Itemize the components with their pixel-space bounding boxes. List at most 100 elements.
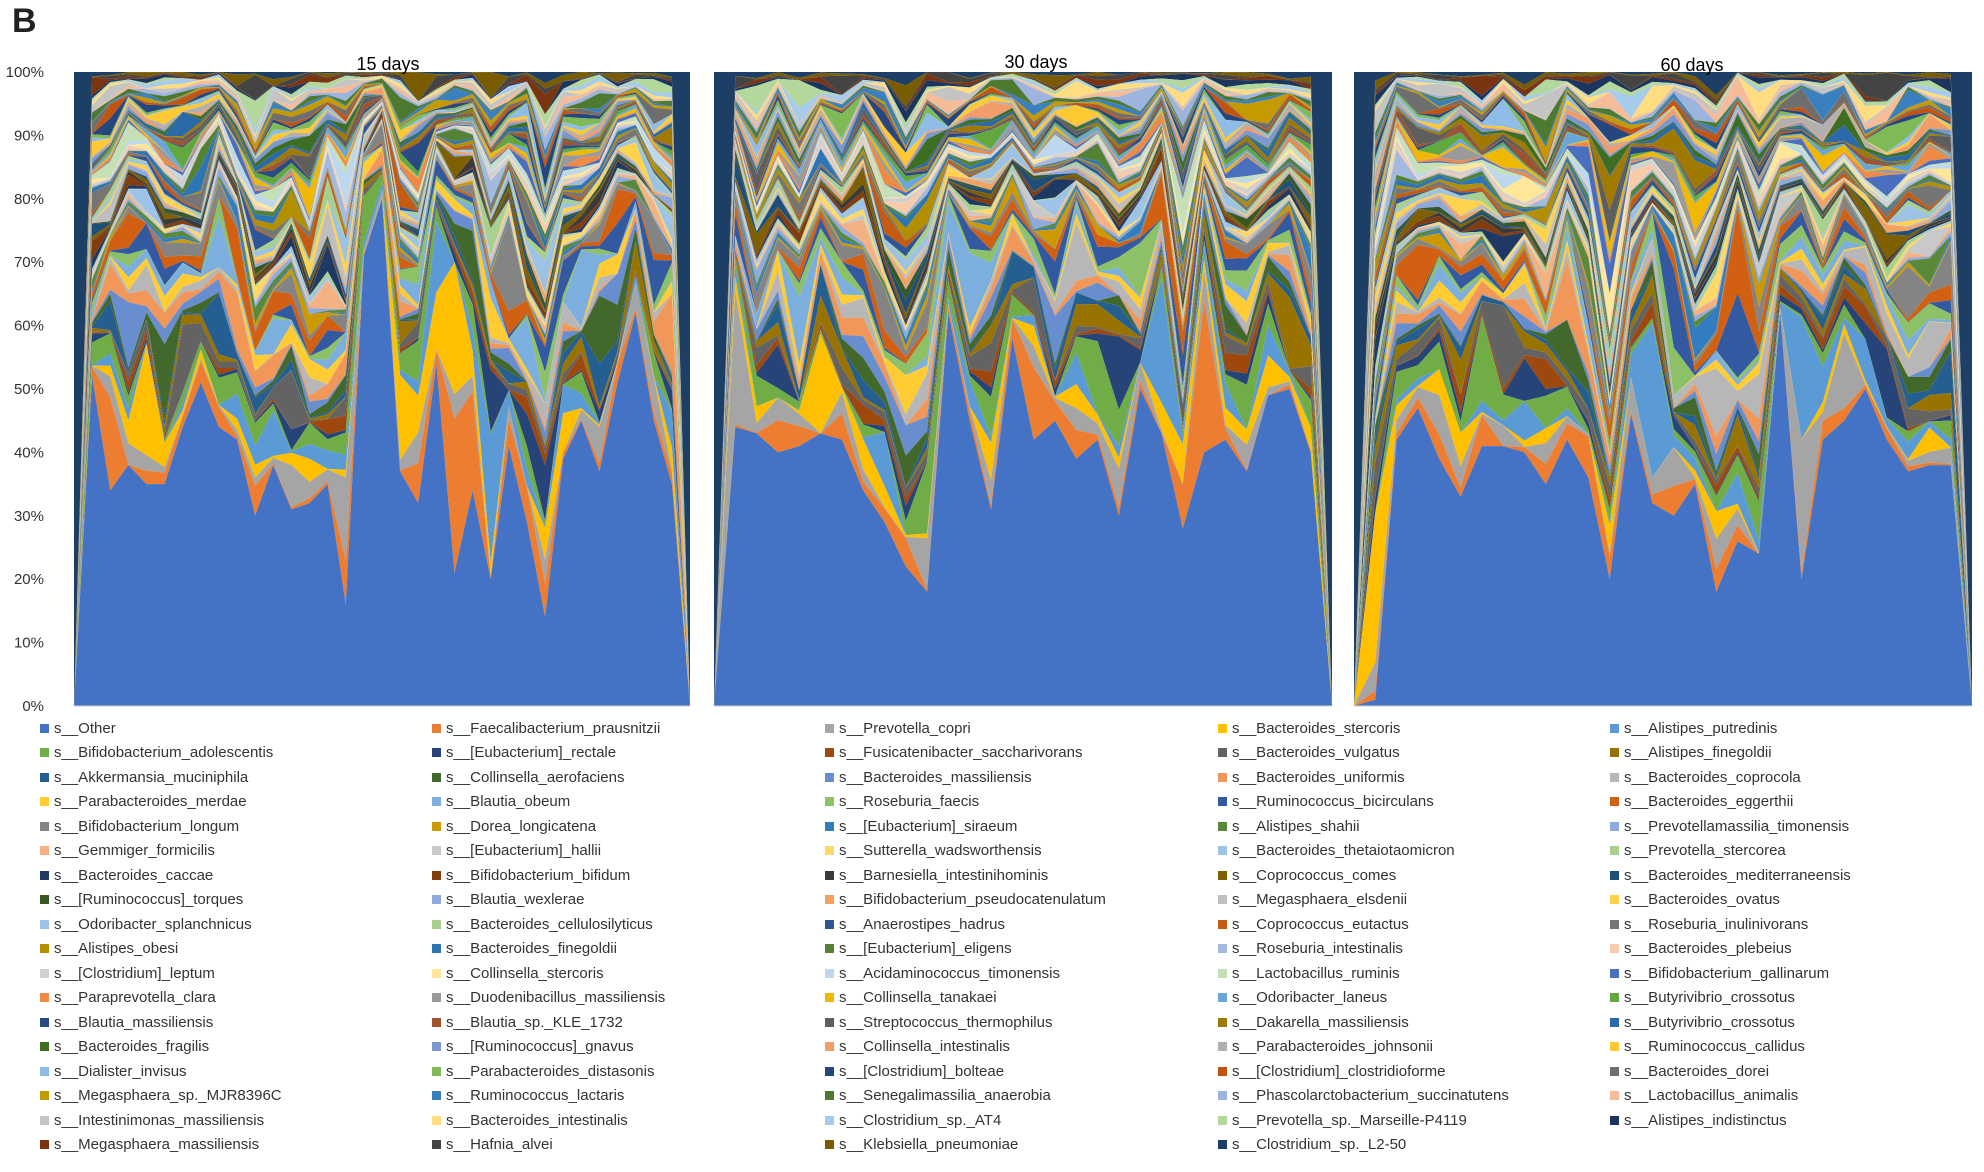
legend-label: s__Collinsella_tanakaei: [839, 989, 997, 1006]
legend-label: s__Lactobacillus_animalis: [1624, 1087, 1799, 1104]
legend-label: s__Ruminococcus_bicirculans: [1232, 793, 1434, 810]
y-tick-label: 90%: [14, 127, 44, 144]
legend-swatch: [432, 1066, 441, 1076]
legend-label: s__Bifidobacterium_pseudocatenulatum: [839, 891, 1106, 908]
legend-label: s__Megasphaera_elsdenii: [1232, 891, 1408, 908]
legend-swatch: [825, 723, 834, 733]
legend-label: s__Duodenibacillus_massiliensis: [446, 989, 666, 1006]
legend-label: s__Sutterella_wadsworthensis: [839, 842, 1042, 859]
legend-label: s__Clostridium_sp._L2-50: [1232, 1136, 1407, 1153]
legend-swatch: [432, 748, 441, 757]
legend-item: s__Parabacteroides_merdae: [40, 792, 247, 812]
legend-item: s__Roseburia_faecis: [825, 792, 979, 812]
legend-item: s__Odoribacter_laneus: [1218, 988, 1387, 1008]
legend-item: s__Barnesiella_intestinihominis: [825, 865, 1048, 885]
legend-label: s__[Clostridium]_clostridioforme: [1232, 1062, 1446, 1080]
legend-swatch: [432, 968, 441, 978]
legend-swatch: [825, 1042, 834, 1051]
legend-swatch: [40, 821, 49, 831]
legend-label: s__[Eubacterium]_eligens: [839, 940, 1012, 957]
area-series-18: [1354, 212, 1972, 706]
legend-swatch: [1218, 944, 1227, 953]
legend-label: s__Bifidobacterium_adolescentis: [54, 744, 274, 761]
legend-item: s__Streptococcus_thermophilus: [825, 1012, 1052, 1032]
area-series-39: [714, 135, 1332, 706]
legend-item: s__Ruminococcus_callidus: [1610, 1037, 1805, 1057]
legend-label: s__Parabacteroides_johnsonii: [1232, 1038, 1433, 1055]
area-series-20: [74, 141, 690, 706]
legend-item: s__[Eubacterium]_siraeum: [825, 816, 1017, 836]
area-series-40: [1354, 168, 1972, 707]
legend-swatch: [1218, 1115, 1227, 1125]
legend-swatch: [1610, 919, 1619, 929]
legend-item: s__Bifidobacterium_bifidum: [432, 865, 630, 885]
legend-swatch: [432, 870, 441, 880]
legend-swatch: [1610, 846, 1619, 855]
legend-swatch: [825, 919, 834, 929]
legend-item: s__Alistipes_indistinctus: [1610, 1110, 1787, 1130]
legend-label: s__Streptococcus_thermophilus: [839, 1013, 1053, 1031]
legend-item: s__Collinsella_intestinalis: [825, 1037, 1010, 1057]
legend-item: s__Blautia_sp._KLE_1732: [432, 1012, 623, 1032]
legend-swatch: [1610, 772, 1619, 782]
legend-label: s__Dorea_longicatena: [446, 817, 597, 835]
legend-item: s__Bacteroides_mediterraneensis: [1610, 865, 1851, 885]
legend-swatch: [1610, 821, 1619, 831]
legend-label: s__Bacteroides_eggerthii: [1624, 793, 1794, 810]
legend-label: s__Butyrivibrio_crossotus: [1624, 989, 1795, 1006]
y-tick-label: 10%: [14, 635, 44, 652]
legend-item: s__Alistipes_obesi: [40, 939, 178, 959]
legend-label: s__Parabacteroides_distasonis: [446, 1062, 655, 1080]
legend-item: s__Bifidobacterium_longum: [40, 816, 239, 836]
legend-swatch: [1610, 895, 1619, 904]
legend-item: s__Bifidobacterium_adolescentis: [40, 743, 273, 763]
legend-item: s__Butyrivibrio_crossotus: [1610, 988, 1795, 1008]
legend-swatch: [825, 1115, 834, 1125]
legend-label: s__Bacteroides_coprocola: [1624, 768, 1801, 786]
y-tick-label: 0%: [22, 698, 44, 715]
legend-swatch: [1218, 797, 1227, 806]
legend-item: s__Bacteroides_stercoris: [1218, 718, 1400, 738]
legend-swatch: [432, 1115, 441, 1125]
legend-swatch: [40, 1042, 49, 1051]
legend-swatch: [432, 821, 441, 831]
legend-item: s__Prevotellamassilia_timonensis: [1610, 816, 1849, 836]
legend-label: s__Ruminococcus_lactaris: [446, 1087, 625, 1104]
panel-title: 60 days: [1660, 55, 1723, 75]
legend-swatch: [40, 772, 49, 782]
legend-item: s__Collinsella_stercoris: [432, 963, 604, 983]
y-tick-label: 40%: [14, 444, 44, 461]
legend-label: s__Blautia_sp._KLE_1732: [446, 1013, 623, 1031]
area-series-15: [714, 191, 1332, 706]
legend-swatch: [432, 1140, 441, 1149]
legend-label: s__Roseburia_inulinivorans: [1624, 915, 1809, 933]
legend-swatch: [1218, 968, 1227, 978]
legend-swatch: [40, 1091, 49, 1100]
legend-swatch: [432, 772, 441, 782]
legend-label: s__Bacteroides_mediterraneensis: [1624, 866, 1851, 884]
legend-item: s__Blautia_wexlerae: [432, 890, 584, 910]
legend-item: s__Lactobacillus_ruminis: [1218, 963, 1400, 983]
legend-label: s__Bacteroides_ovatus: [1624, 891, 1780, 908]
area-series-38: [1354, 173, 1972, 706]
legend-label: s__Bifidobacterium_longum: [54, 817, 240, 835]
legend-label: s__Bacteroides_plebeius: [1624, 940, 1792, 957]
y-tick-label: 100%: [6, 64, 44, 81]
legend-label: s__Blautia_wexlerae: [446, 891, 585, 908]
legend-item: s__Bacteroides_uniformis: [1218, 767, 1405, 787]
legend-item: s__Phascolarctobacterium_succinatutens: [1218, 1086, 1509, 1106]
legend-label: s__Bacteroides_massiliensis: [839, 768, 1032, 786]
legend-swatch: [1610, 748, 1619, 757]
legend-swatch: [1610, 1042, 1619, 1051]
legend-item: s__Ruminococcus_bicirculans: [1218, 792, 1434, 812]
legend-swatch: [825, 772, 834, 782]
legend-item: s__Gemmiger_formicilis: [40, 841, 215, 861]
legend-label: s__Bacteroides_vulgatus: [1232, 744, 1400, 761]
legend-item: s__Clostridium_sp._L2-50: [1218, 1135, 1406, 1155]
area-series-32: [714, 148, 1332, 707]
legend-label: s__Bacteroides_cellulosilyticus: [446, 915, 653, 933]
legend-swatch: [1610, 797, 1619, 806]
legend-label: s__Alistipes_obesi: [54, 940, 179, 957]
legend-label: s__Collinsella_stercoris: [446, 964, 604, 982]
legend-item: s__Coprococcus_eutactus: [1218, 914, 1409, 934]
